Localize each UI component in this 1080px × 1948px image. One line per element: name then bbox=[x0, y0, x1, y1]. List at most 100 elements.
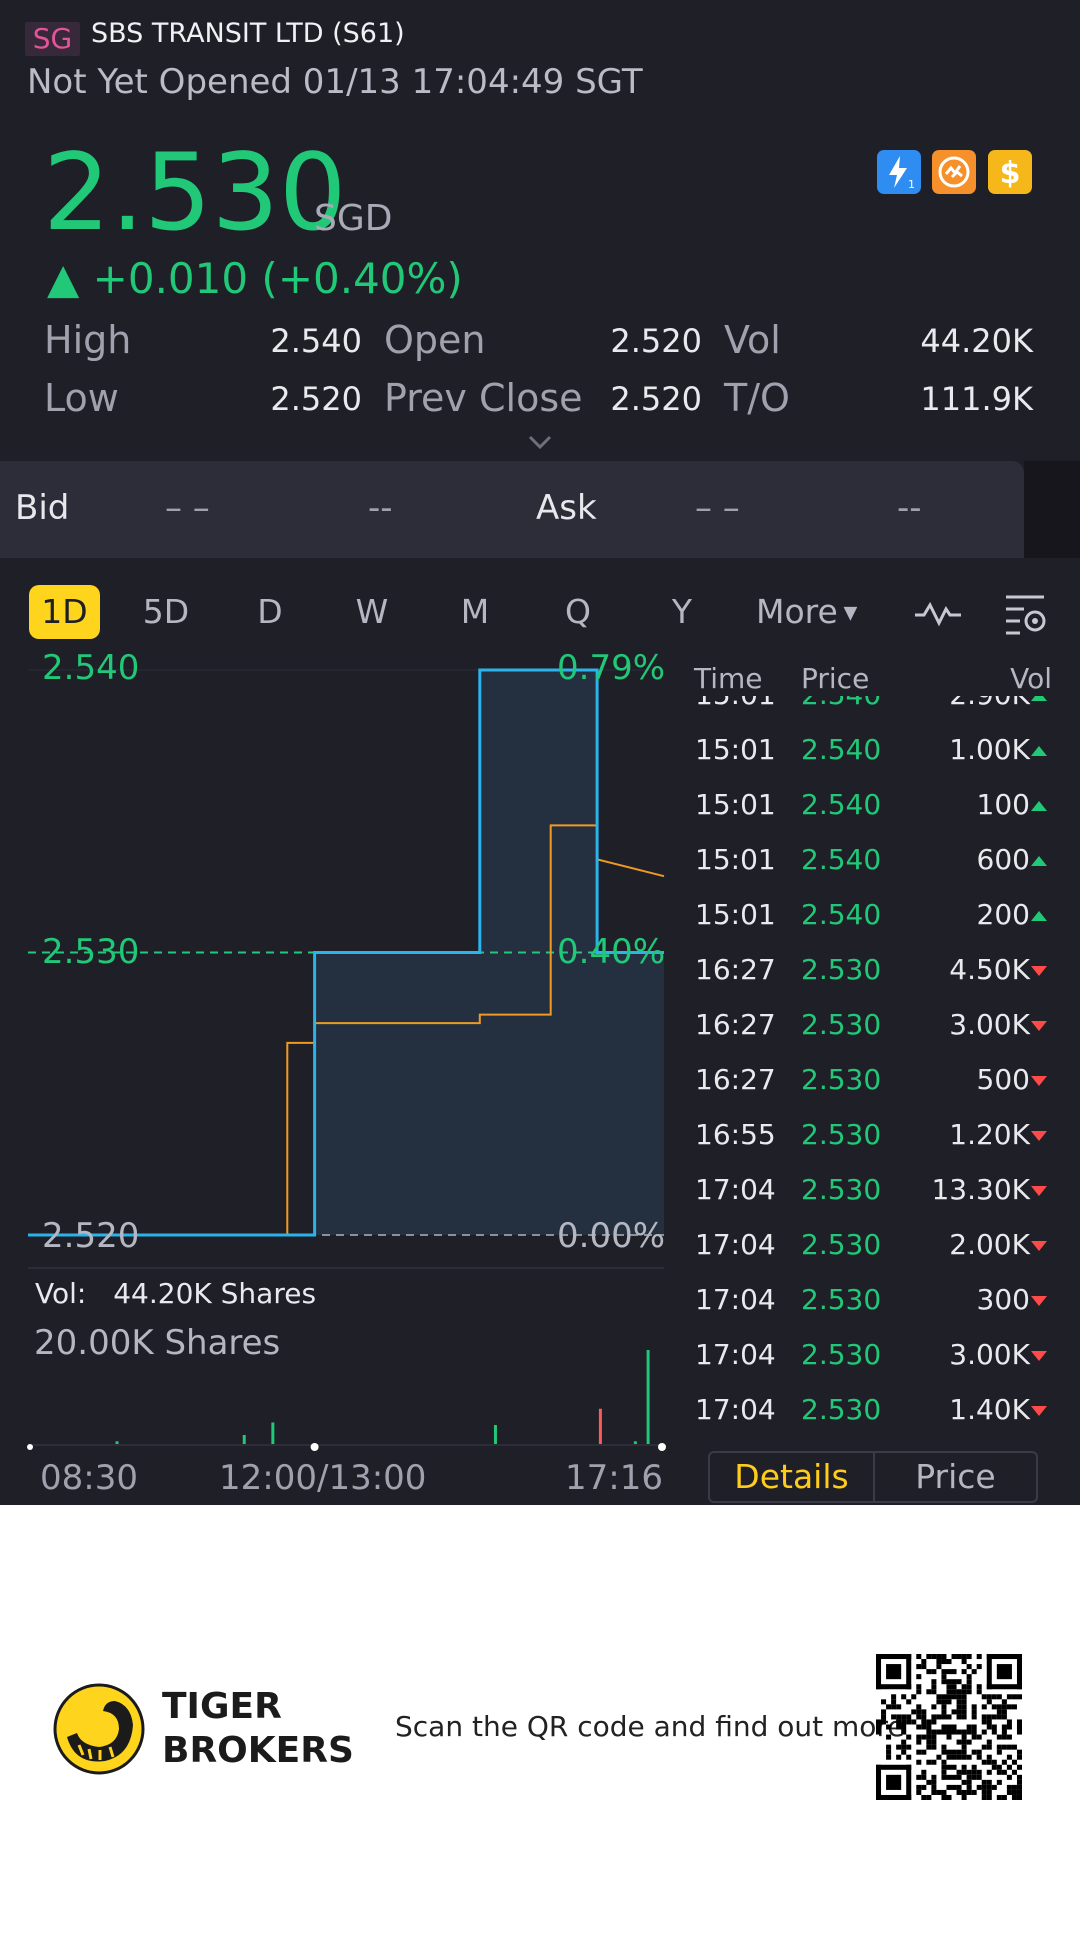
dollar-icon[interactable]: $ bbox=[988, 150, 1032, 194]
period-tab-m[interactable]: M bbox=[460, 592, 490, 631]
up-arrow-icon bbox=[1030, 853, 1048, 872]
down-arrow-icon bbox=[1030, 1403, 1048, 1422]
period-more-label: More bbox=[756, 592, 838, 631]
brand-name: TIGER BROKERS bbox=[162, 1685, 354, 1773]
tick-time: 17:04 bbox=[695, 1338, 776, 1371]
currency-label: SGD bbox=[314, 198, 393, 239]
tick-vol: 3.00K bbox=[949, 1338, 1030, 1371]
pct-label-mid: 0.40% bbox=[557, 932, 666, 972]
down-arrow-icon bbox=[1030, 1018, 1048, 1037]
bid-price: -- bbox=[368, 488, 393, 528]
volume-caption-value: 44.20K Shares bbox=[113, 1277, 317, 1310]
tick-vol: 3.00K bbox=[949, 1008, 1030, 1041]
prev-close-label: Prev Close bbox=[384, 376, 583, 420]
orange-exchange-icon[interactable] bbox=[932, 150, 976, 194]
volume-caption-label: Vol: bbox=[35, 1277, 87, 1310]
pct-label-low: 0.00% bbox=[557, 1216, 666, 1256]
tick-price: 2.530 bbox=[801, 1118, 882, 1151]
bid-label: Bid bbox=[15, 488, 70, 528]
tick-time: 17:04 bbox=[695, 1173, 776, 1206]
tick-row: 17:04 2.530 2.00K bbox=[680, 1218, 1080, 1273]
brand-line2: BROKERS bbox=[162, 1730, 354, 1771]
tick-head-time: Time bbox=[694, 662, 763, 695]
expand-chevron-icon[interactable] bbox=[527, 432, 553, 452]
tick-time: 15:01 bbox=[695, 898, 776, 931]
up-arrow-icon bbox=[1030, 696, 1048, 707]
market-badge: SG bbox=[25, 22, 80, 56]
x-label-lunch: 12:00/13:00 bbox=[219, 1458, 427, 1498]
pct-label-high: 0.79% bbox=[557, 648, 666, 688]
up-arrow-icon bbox=[1030, 743, 1048, 762]
y-label-mid: 2.530 bbox=[42, 932, 140, 972]
intraday-chart[interactable] bbox=[0, 650, 680, 1480]
period-more-dropdown[interactable]: More ▼ bbox=[756, 585, 858, 639]
tick-time: 15:01 bbox=[695, 733, 776, 766]
down-arrow-icon bbox=[1030, 1183, 1048, 1202]
dropdown-caret-icon: ▼ bbox=[837, 602, 858, 624]
tick-tab-divider bbox=[873, 1451, 875, 1503]
tick-row: 16:27 2.530 4.50K bbox=[680, 943, 1080, 998]
price-change: ▲ +0.010 (+0.40%) bbox=[47, 254, 463, 303]
tick-time: 16:27 bbox=[695, 1008, 776, 1041]
tick-price: 2.530 bbox=[801, 1008, 882, 1041]
session-start-dot bbox=[27, 1444, 33, 1450]
tick-vol: 100 bbox=[976, 788, 1030, 821]
qr-code-icon[interactable] bbox=[876, 1654, 1022, 1800]
tick-time: 17:04 bbox=[695, 1393, 776, 1426]
tick-row: 16:27 2.530 500 bbox=[680, 1053, 1080, 1108]
tick-time: 15:01 bbox=[695, 788, 776, 821]
tick-row: 17:04 2.530 300 bbox=[680, 1273, 1080, 1328]
price-line bbox=[28, 668, 664, 1237]
y-label-low: 2.520 bbox=[42, 1216, 140, 1256]
tick-vol: 2.90K bbox=[949, 696, 1030, 711]
period-tab-d[interactable]: D bbox=[257, 592, 283, 631]
high-value: 2.540 bbox=[270, 322, 362, 360]
tab-price[interactable]: Price bbox=[915, 1457, 996, 1496]
chart-settings-icon[interactable] bbox=[1002, 588, 1052, 638]
high-label: High bbox=[44, 318, 132, 362]
tick-row: 16:55 2.530 1.20K bbox=[680, 1108, 1080, 1163]
tick-price: 2.530 bbox=[801, 1283, 882, 1316]
tick-row: 17:04 2.530 1.40K bbox=[680, 1383, 1080, 1438]
session-end-dot bbox=[658, 1443, 666, 1451]
tick-row: 15:01 2.540 600 bbox=[680, 833, 1080, 888]
down-arrow-icon bbox=[1030, 1293, 1048, 1312]
tick-price: 2.540 bbox=[801, 733, 882, 766]
tick-price: 2.530 bbox=[801, 1338, 882, 1371]
period-tab-5d[interactable]: 5D bbox=[142, 592, 190, 631]
tick-row: 15:01 2.540 100 bbox=[680, 778, 1080, 833]
period-tab-w[interactable]: W bbox=[355, 592, 389, 631]
volume-bars bbox=[115, 1350, 650, 1445]
bid-ask-side-panel bbox=[1024, 461, 1080, 558]
period-tab-1d[interactable]: 1D bbox=[29, 585, 100, 639]
up-arrow-icon bbox=[1030, 908, 1048, 927]
tick-vol: 1.20K bbox=[949, 1118, 1030, 1151]
tick-row: 17:04 2.530 3.00K bbox=[680, 1328, 1080, 1383]
indicator-wave-icon[interactable] bbox=[913, 593, 963, 633]
tick-list[interactable]: 15:01 2.540 2.90K 15:01 2.540 1.00K 15:01 2.540… bbox=[680, 696, 1080, 1438]
tick-price: 2.530 bbox=[801, 1063, 882, 1096]
open-value: 2.520 bbox=[610, 322, 702, 360]
turnover-value: 111.9K bbox=[920, 380, 1033, 418]
market-status: Not Yet Opened 01/13 17:04:49 SGT bbox=[27, 62, 643, 102]
stock-detail-screen: SG SBS TRANSIT LTD (S61) Not Yet Opened … bbox=[0, 0, 1080, 1505]
svg-text:1: 1 bbox=[908, 178, 915, 191]
tick-price: 2.530 bbox=[801, 1393, 882, 1426]
ask-label: Ask bbox=[536, 488, 597, 528]
last-price: 2.530 bbox=[43, 131, 347, 254]
tab-details[interactable]: Details bbox=[734, 1457, 849, 1496]
tick-time: 17:04 bbox=[695, 1283, 776, 1316]
low-value: 2.520 bbox=[270, 380, 362, 418]
tick-row: 15:01 2.540 1.00K bbox=[680, 723, 1080, 778]
tick-head-price: Price bbox=[801, 662, 870, 695]
bid-qty: – – bbox=[165, 488, 210, 528]
tick-price: 2.540 bbox=[801, 843, 882, 876]
turnover-label: T/O bbox=[724, 376, 790, 420]
tick-price: 2.540 bbox=[801, 696, 881, 711]
lightning-level1-icon[interactable]: 1 bbox=[877, 150, 921, 194]
ask-price: -- bbox=[897, 488, 922, 528]
tick-time: 17:04 bbox=[695, 1228, 776, 1261]
period-tab-y[interactable]: Y bbox=[671, 592, 693, 631]
period-tab-q[interactable]: Q bbox=[565, 592, 591, 631]
open-label: Open bbox=[384, 318, 486, 362]
